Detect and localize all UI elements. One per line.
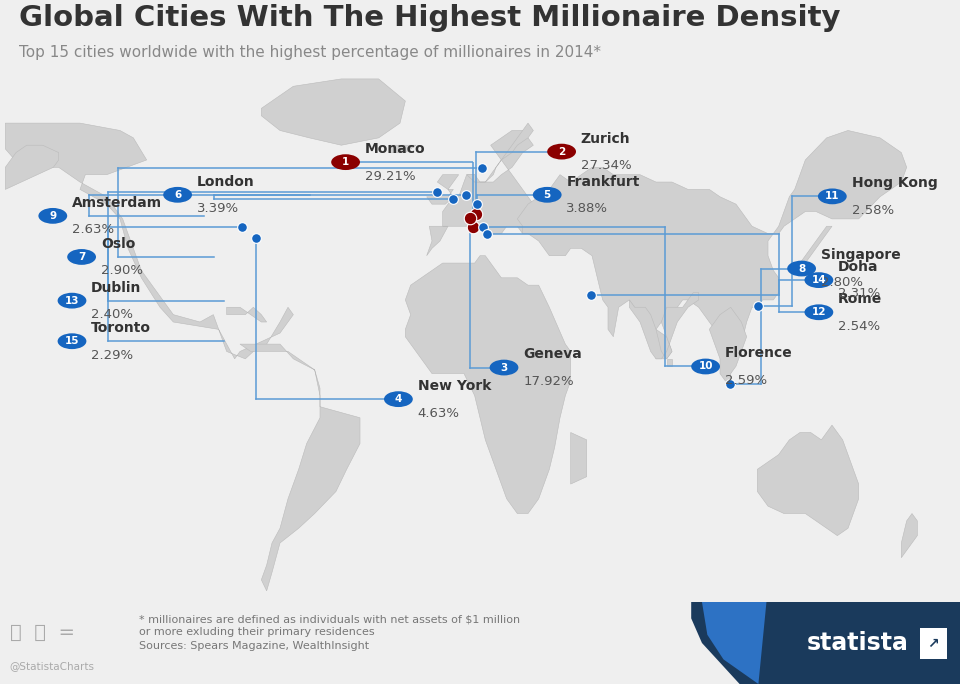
Text: Geneva: Geneva bbox=[523, 347, 582, 361]
Text: 29.21%: 29.21% bbox=[365, 170, 416, 183]
Text: 2.58%: 2.58% bbox=[852, 204, 894, 217]
Text: 2.40%: 2.40% bbox=[91, 308, 133, 321]
Polygon shape bbox=[390, 145, 416, 153]
Text: 2.54%: 2.54% bbox=[838, 319, 880, 332]
Circle shape bbox=[58, 293, 86, 308]
Polygon shape bbox=[800, 226, 832, 270]
FancyBboxPatch shape bbox=[920, 628, 947, 659]
Circle shape bbox=[38, 208, 67, 224]
Text: 3.88%: 3.88% bbox=[566, 202, 609, 215]
Text: 3.39%: 3.39% bbox=[197, 202, 239, 215]
Circle shape bbox=[547, 144, 576, 159]
Polygon shape bbox=[630, 293, 699, 359]
Circle shape bbox=[384, 391, 413, 407]
Text: Toronto: Toronto bbox=[91, 321, 151, 335]
Circle shape bbox=[787, 261, 816, 276]
Circle shape bbox=[331, 155, 360, 170]
Circle shape bbox=[490, 360, 518, 376]
Text: 2.90%: 2.90% bbox=[101, 264, 143, 277]
Text: Florence: Florence bbox=[725, 346, 793, 360]
Text: 2: 2 bbox=[558, 146, 565, 157]
Polygon shape bbox=[6, 123, 294, 359]
Text: Rome: Rome bbox=[838, 292, 882, 306]
Circle shape bbox=[691, 358, 720, 374]
Text: 2.59%: 2.59% bbox=[725, 374, 767, 387]
Text: 5: 5 bbox=[543, 189, 551, 200]
Text: 9: 9 bbox=[49, 211, 57, 221]
Text: 6: 6 bbox=[174, 189, 181, 200]
Text: 27.34%: 27.34% bbox=[581, 159, 632, 172]
Circle shape bbox=[67, 249, 96, 265]
Polygon shape bbox=[702, 602, 766, 684]
Text: 2.29%: 2.29% bbox=[91, 349, 133, 362]
Text: Doha: Doha bbox=[838, 260, 878, 274]
Text: 7: 7 bbox=[78, 252, 85, 262]
Polygon shape bbox=[467, 123, 534, 182]
Text: Amsterdam: Amsterdam bbox=[72, 196, 162, 210]
Text: Monaco: Monaco bbox=[365, 142, 425, 156]
Polygon shape bbox=[691, 602, 960, 684]
Text: statista: statista bbox=[807, 631, 909, 655]
Text: Zurich: Zurich bbox=[581, 131, 631, 146]
Text: ⓒ  ⓘ  =: ⓒ ⓘ = bbox=[10, 622, 75, 642]
Text: 4: 4 bbox=[395, 394, 402, 404]
Polygon shape bbox=[570, 432, 587, 484]
Text: 14: 14 bbox=[811, 275, 827, 285]
Text: * millionaires are defined as individuals with net assets of $1 million
or more : * millionaires are defined as individual… bbox=[139, 614, 520, 650]
Text: London: London bbox=[197, 174, 254, 189]
Circle shape bbox=[804, 304, 833, 320]
Circle shape bbox=[818, 189, 847, 205]
Text: Oslo: Oslo bbox=[101, 237, 135, 251]
Polygon shape bbox=[227, 307, 267, 322]
Circle shape bbox=[163, 187, 192, 202]
Polygon shape bbox=[426, 174, 459, 204]
Text: 11: 11 bbox=[825, 192, 840, 201]
Polygon shape bbox=[240, 344, 360, 591]
Text: Frankfurt: Frankfurt bbox=[566, 174, 639, 189]
Polygon shape bbox=[517, 131, 906, 373]
Text: 8: 8 bbox=[798, 263, 805, 274]
Polygon shape bbox=[426, 131, 549, 256]
Circle shape bbox=[58, 333, 86, 349]
Text: Global Cities With The Highest Millionaire Density: Global Cities With The Highest Millionai… bbox=[19, 4, 841, 32]
Polygon shape bbox=[6, 145, 59, 189]
Text: @StatistaCharts: @StatistaCharts bbox=[10, 661, 95, 671]
Circle shape bbox=[804, 272, 833, 288]
Text: Hong Kong: Hong Kong bbox=[852, 176, 937, 190]
Text: 3: 3 bbox=[500, 363, 508, 373]
Polygon shape bbox=[666, 359, 672, 366]
Text: 15: 15 bbox=[64, 337, 80, 346]
Text: 10: 10 bbox=[698, 362, 713, 371]
Polygon shape bbox=[901, 514, 918, 557]
Polygon shape bbox=[405, 256, 570, 514]
Text: 4.63%: 4.63% bbox=[418, 406, 460, 419]
Polygon shape bbox=[709, 307, 747, 381]
Polygon shape bbox=[757, 425, 858, 536]
Text: 1: 1 bbox=[342, 157, 349, 167]
Text: 2.31%: 2.31% bbox=[838, 287, 880, 300]
Text: New York: New York bbox=[418, 379, 491, 393]
Text: Dublin: Dublin bbox=[91, 280, 141, 295]
Text: Top 15 cities worldwide with the highest percentage of millionaires in 2014*: Top 15 cities worldwide with the highest… bbox=[19, 45, 601, 60]
Text: 17.92%: 17.92% bbox=[523, 375, 574, 388]
Text: Singapore: Singapore bbox=[821, 248, 900, 263]
Text: 12: 12 bbox=[811, 307, 827, 317]
Circle shape bbox=[533, 187, 562, 202]
Text: ↗: ↗ bbox=[927, 637, 939, 650]
Text: 2.80%: 2.80% bbox=[821, 276, 863, 289]
Text: 13: 13 bbox=[64, 295, 80, 306]
Polygon shape bbox=[261, 79, 405, 145]
Text: 2.63%: 2.63% bbox=[72, 223, 114, 236]
